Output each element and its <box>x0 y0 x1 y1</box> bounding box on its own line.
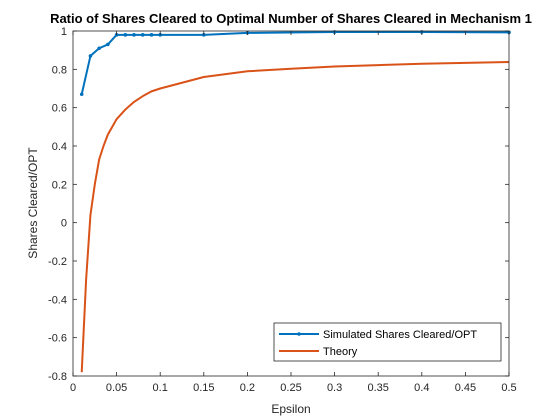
data-point <box>132 33 136 37</box>
x-tick-label: 0.25 <box>280 382 301 394</box>
y-tick-label: 0.4 <box>52 141 67 153</box>
series-line-1 <box>80 61 510 373</box>
data-point <box>106 42 110 47</box>
x-tick-label: 0.5 <box>501 382 516 394</box>
x-tick-label: 0 <box>70 382 76 394</box>
x-tick-label: 0.15 <box>193 382 214 394</box>
x-tick-label: 0.05 <box>106 382 127 394</box>
plot-area <box>73 31 509 376</box>
series-layer <box>79 30 511 373</box>
x-tick-label: 0.35 <box>367 382 388 394</box>
x-tick-label: 0.45 <box>455 382 476 394</box>
x-tick-label: 0.1 <box>153 382 168 394</box>
x-tick-label: 0.4 <box>414 382 429 394</box>
data-point <box>140 33 145 37</box>
data-point <box>97 46 101 51</box>
data-point <box>88 54 93 58</box>
y-tick-label: 0.6 <box>52 103 67 115</box>
y-tick-label: -0.8 <box>48 371 67 383</box>
y-tick-label: -0.4 <box>48 294 67 306</box>
legend: Simulated Shares Cleared/OPT Theory <box>273 322 502 362</box>
chart-title: Ratio of Shares Cleared to Optimal Numbe… <box>50 11 532 26</box>
x-tick-label: 0.2 <box>240 382 255 394</box>
y-tick-label: 0.2 <box>52 179 67 191</box>
y-tick-label: 0 <box>61 218 67 230</box>
x-tick-label: 0.3 <box>327 382 342 394</box>
y-tick-label: 0.8 <box>52 64 67 76</box>
data-point <box>123 33 128 37</box>
x-axis-label: Epsilon <box>271 402 310 416</box>
data-point <box>149 33 154 37</box>
data-point <box>79 92 84 97</box>
y-tick-label: 1 <box>61 26 67 38</box>
legend-box <box>273 322 502 362</box>
legend-label-simulated: Simulated Shares Cleared/OPT <box>323 329 477 341</box>
y-tick-label: -0.2 <box>48 256 67 268</box>
y-axis-label: Shares Cleared/OPT <box>26 147 40 259</box>
legend-marker-simulated <box>297 332 301 336</box>
y-tick-label: -0.6 <box>48 333 67 345</box>
legend-label-theory: Theory <box>323 346 358 358</box>
ticks-layer: 0 0.05 0.1 0.15 0.2 0.25 0.3 0.35 0.4 0.45 0.5 -0.8… <box>48 26 517 394</box>
